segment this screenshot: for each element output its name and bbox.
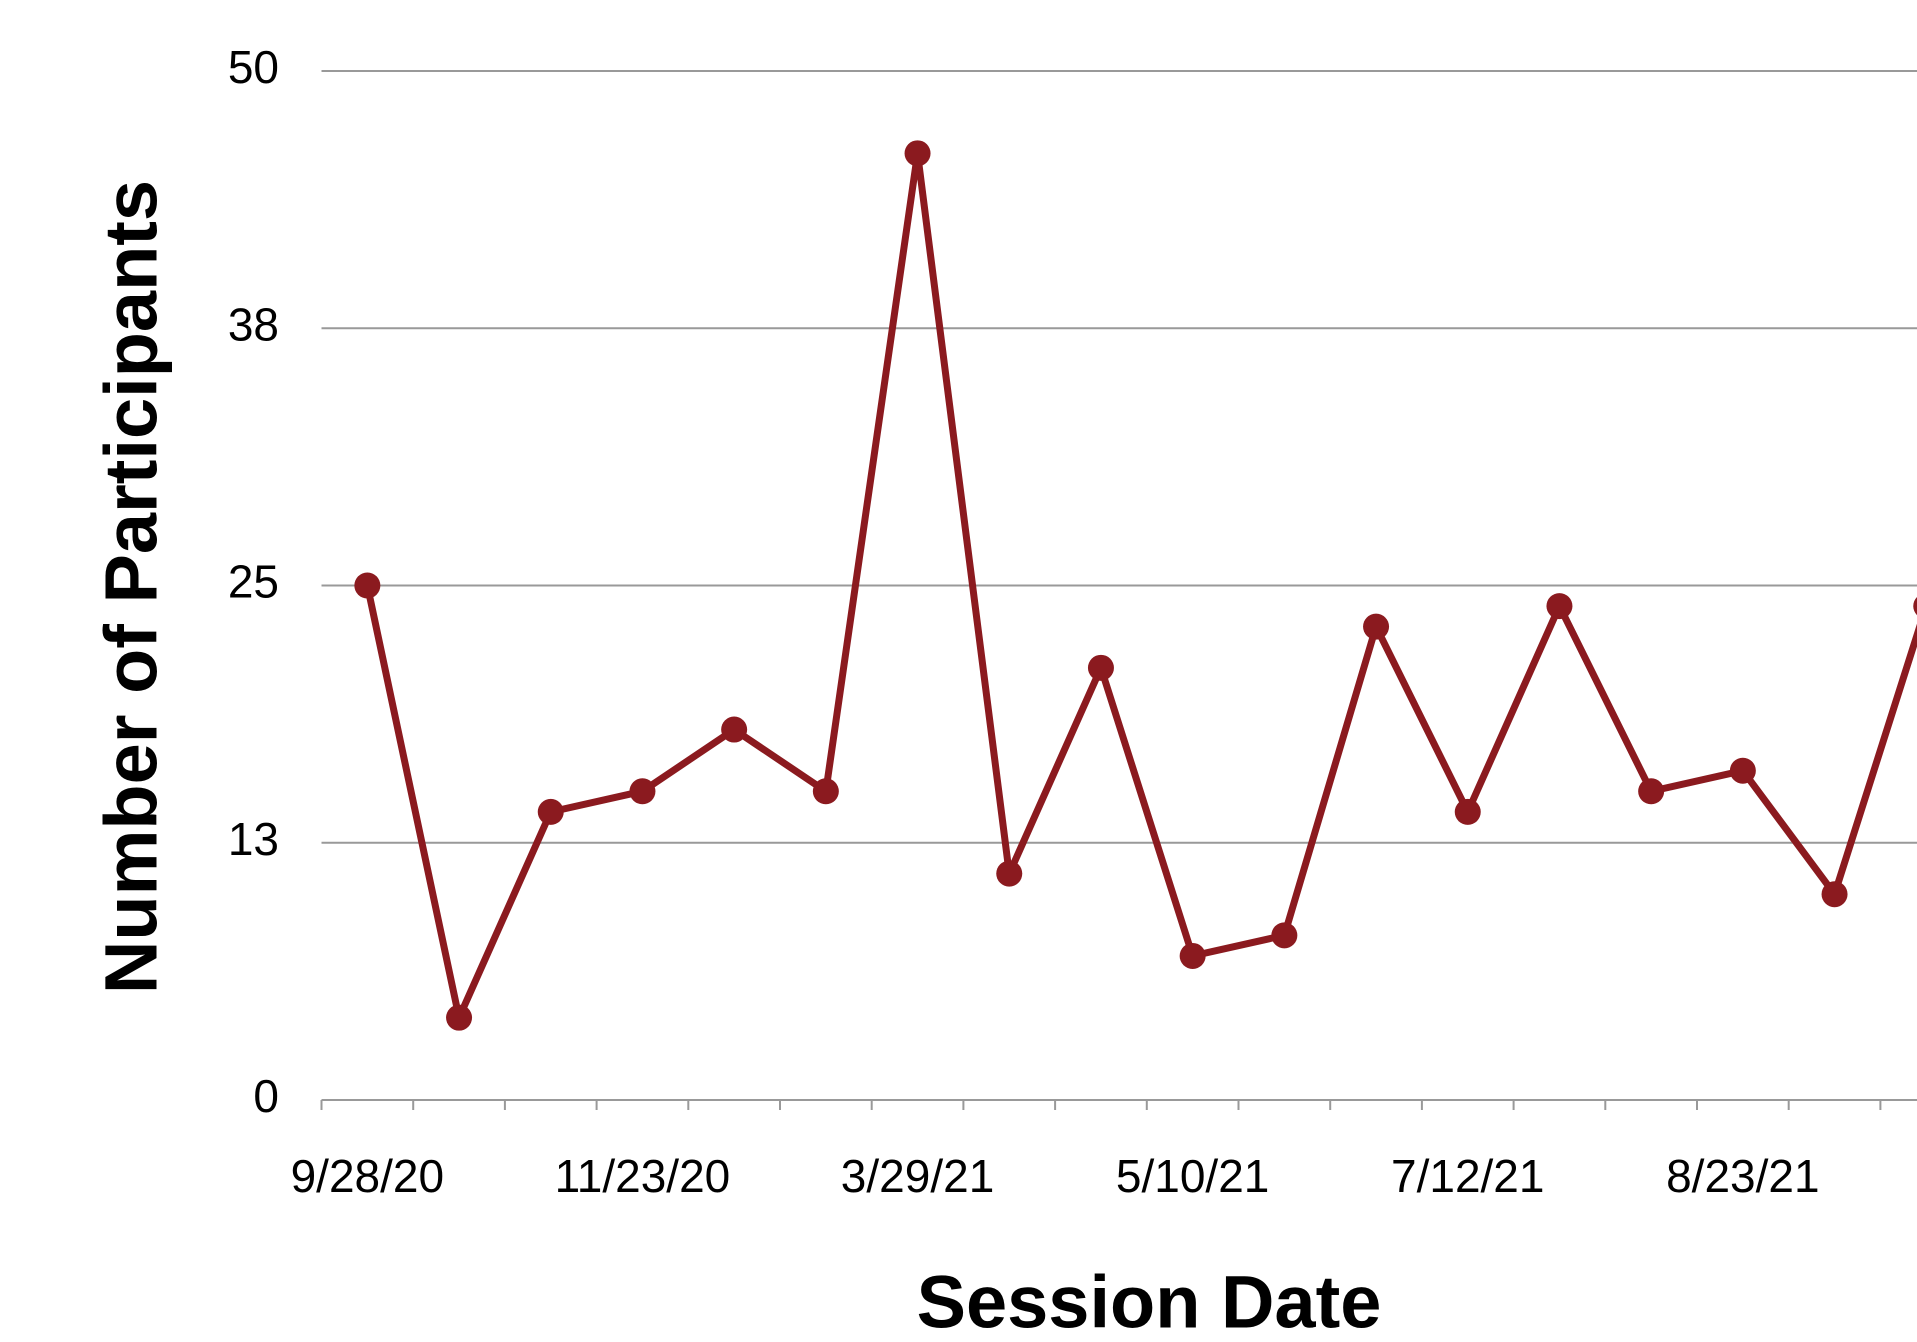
marker [1087, 654, 1114, 681]
marker [1913, 596, 1917, 616]
x-tick-label: 8/23/21 [1666, 1150, 1819, 1202]
y-tick-label: 50 [228, 41, 279, 93]
marker [1179, 942, 1206, 969]
x-tick-label: 5/10/21 [1116, 1150, 1269, 1202]
x-tick-label: 9/28/20 [291, 1150, 444, 1202]
marker [1638, 778, 1665, 805]
y-tick-label: 0 [253, 1070, 279, 1122]
x-tick-label: 7/12/21 [1391, 1150, 1544, 1202]
marker [1729, 757, 1756, 784]
line [363, 152, 1917, 1029]
marker [1454, 798, 1481, 825]
x-tick-label: 3/29/21 [841, 1150, 994, 1202]
marker [629, 778, 656, 805]
marker [812, 778, 839, 805]
x-tick-label: 11/23/20 [555, 1150, 731, 1202]
y-tick-label: 13 [228, 813, 279, 865]
marker [1821, 881, 1848, 908]
marker [446, 1004, 473, 1031]
marker [354, 572, 381, 599]
y-tick-label: 25 [228, 556, 279, 608]
marker [721, 716, 748, 743]
marker [1271, 922, 1298, 949]
marker [537, 798, 564, 825]
x-axis-title: Session Date [917, 1261, 1382, 1342]
marker [904, 140, 931, 167]
y-axis-title: Number of Participants [90, 180, 173, 994]
y-tick-label: 38 [228, 298, 279, 350]
marker [996, 860, 1023, 887]
marker [1363, 613, 1390, 640]
marker [1546, 593, 1573, 620]
